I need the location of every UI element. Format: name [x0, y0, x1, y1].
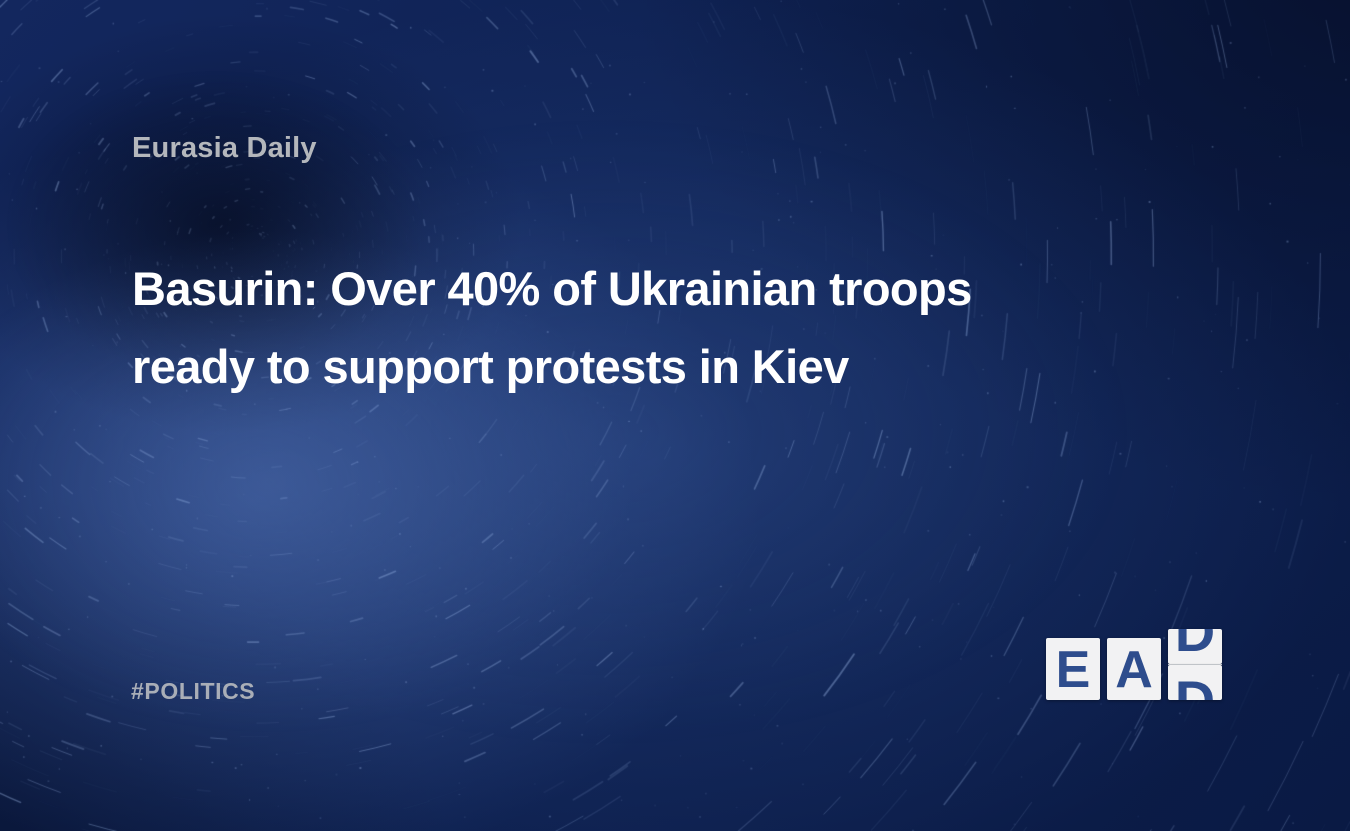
ead-logo: E A D D — [1046, 629, 1222, 700]
logo-d-tile-divider — [1168, 664, 1222, 665]
category-hashtag: #POLITICS — [131, 678, 256, 704]
svg-text:D: D — [1175, 629, 1215, 663]
headline-line-1: Basurin: Over 40% of Ukrainian troops — [132, 262, 972, 315]
svg-text:D: D — [1175, 669, 1215, 700]
logo-tile-d-column: D D — [1168, 629, 1222, 700]
logo-letter-a: A — [1115, 641, 1153, 699]
headline-line-2: ready to support protests in Kiev — [132, 340, 849, 393]
logo-letter-d-top-fragment: D — [1168, 629, 1222, 664]
logo-letter-e: E — [1055, 641, 1091, 699]
logo-tile-e: E — [1046, 638, 1100, 700]
logo-letter-d-bottom-fragment: D — [1168, 665, 1222, 700]
brand-name: Eurasia Daily — [132, 132, 317, 164]
headline: Basurin: Over 40% of Ukrainian troops re… — [132, 250, 1222, 406]
logo-tile-a: A — [1107, 638, 1161, 700]
